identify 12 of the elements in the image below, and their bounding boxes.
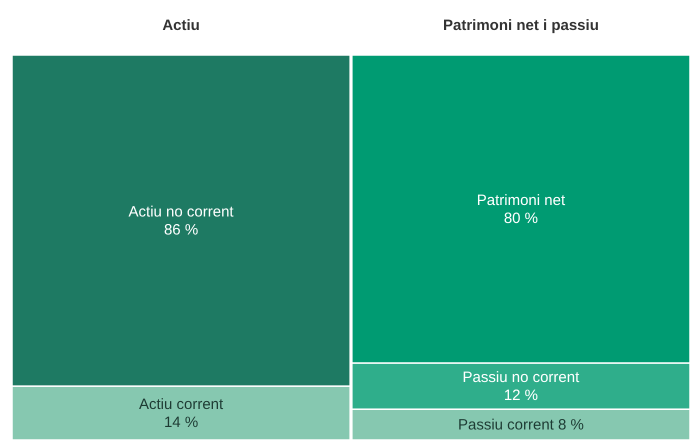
data-label: 86 % [164,222,198,239]
series-label: Passiu no corrent [462,369,580,386]
data-label: 14 % [164,414,198,432]
data-label: 8 % [558,416,584,434]
data-label: 80 % [504,210,538,227]
series-label: Actiu corrent [138,396,224,414]
series-label: Actiu no corrent [128,204,234,221]
data-label: 12 % [504,387,538,404]
series-label: Passiu corrent [458,416,554,434]
x-tick-label: Patrimoni net i passiu [442,17,599,34]
x-tick-label: Actiu [162,17,200,34]
series-label: Patrimoni net [476,192,566,209]
